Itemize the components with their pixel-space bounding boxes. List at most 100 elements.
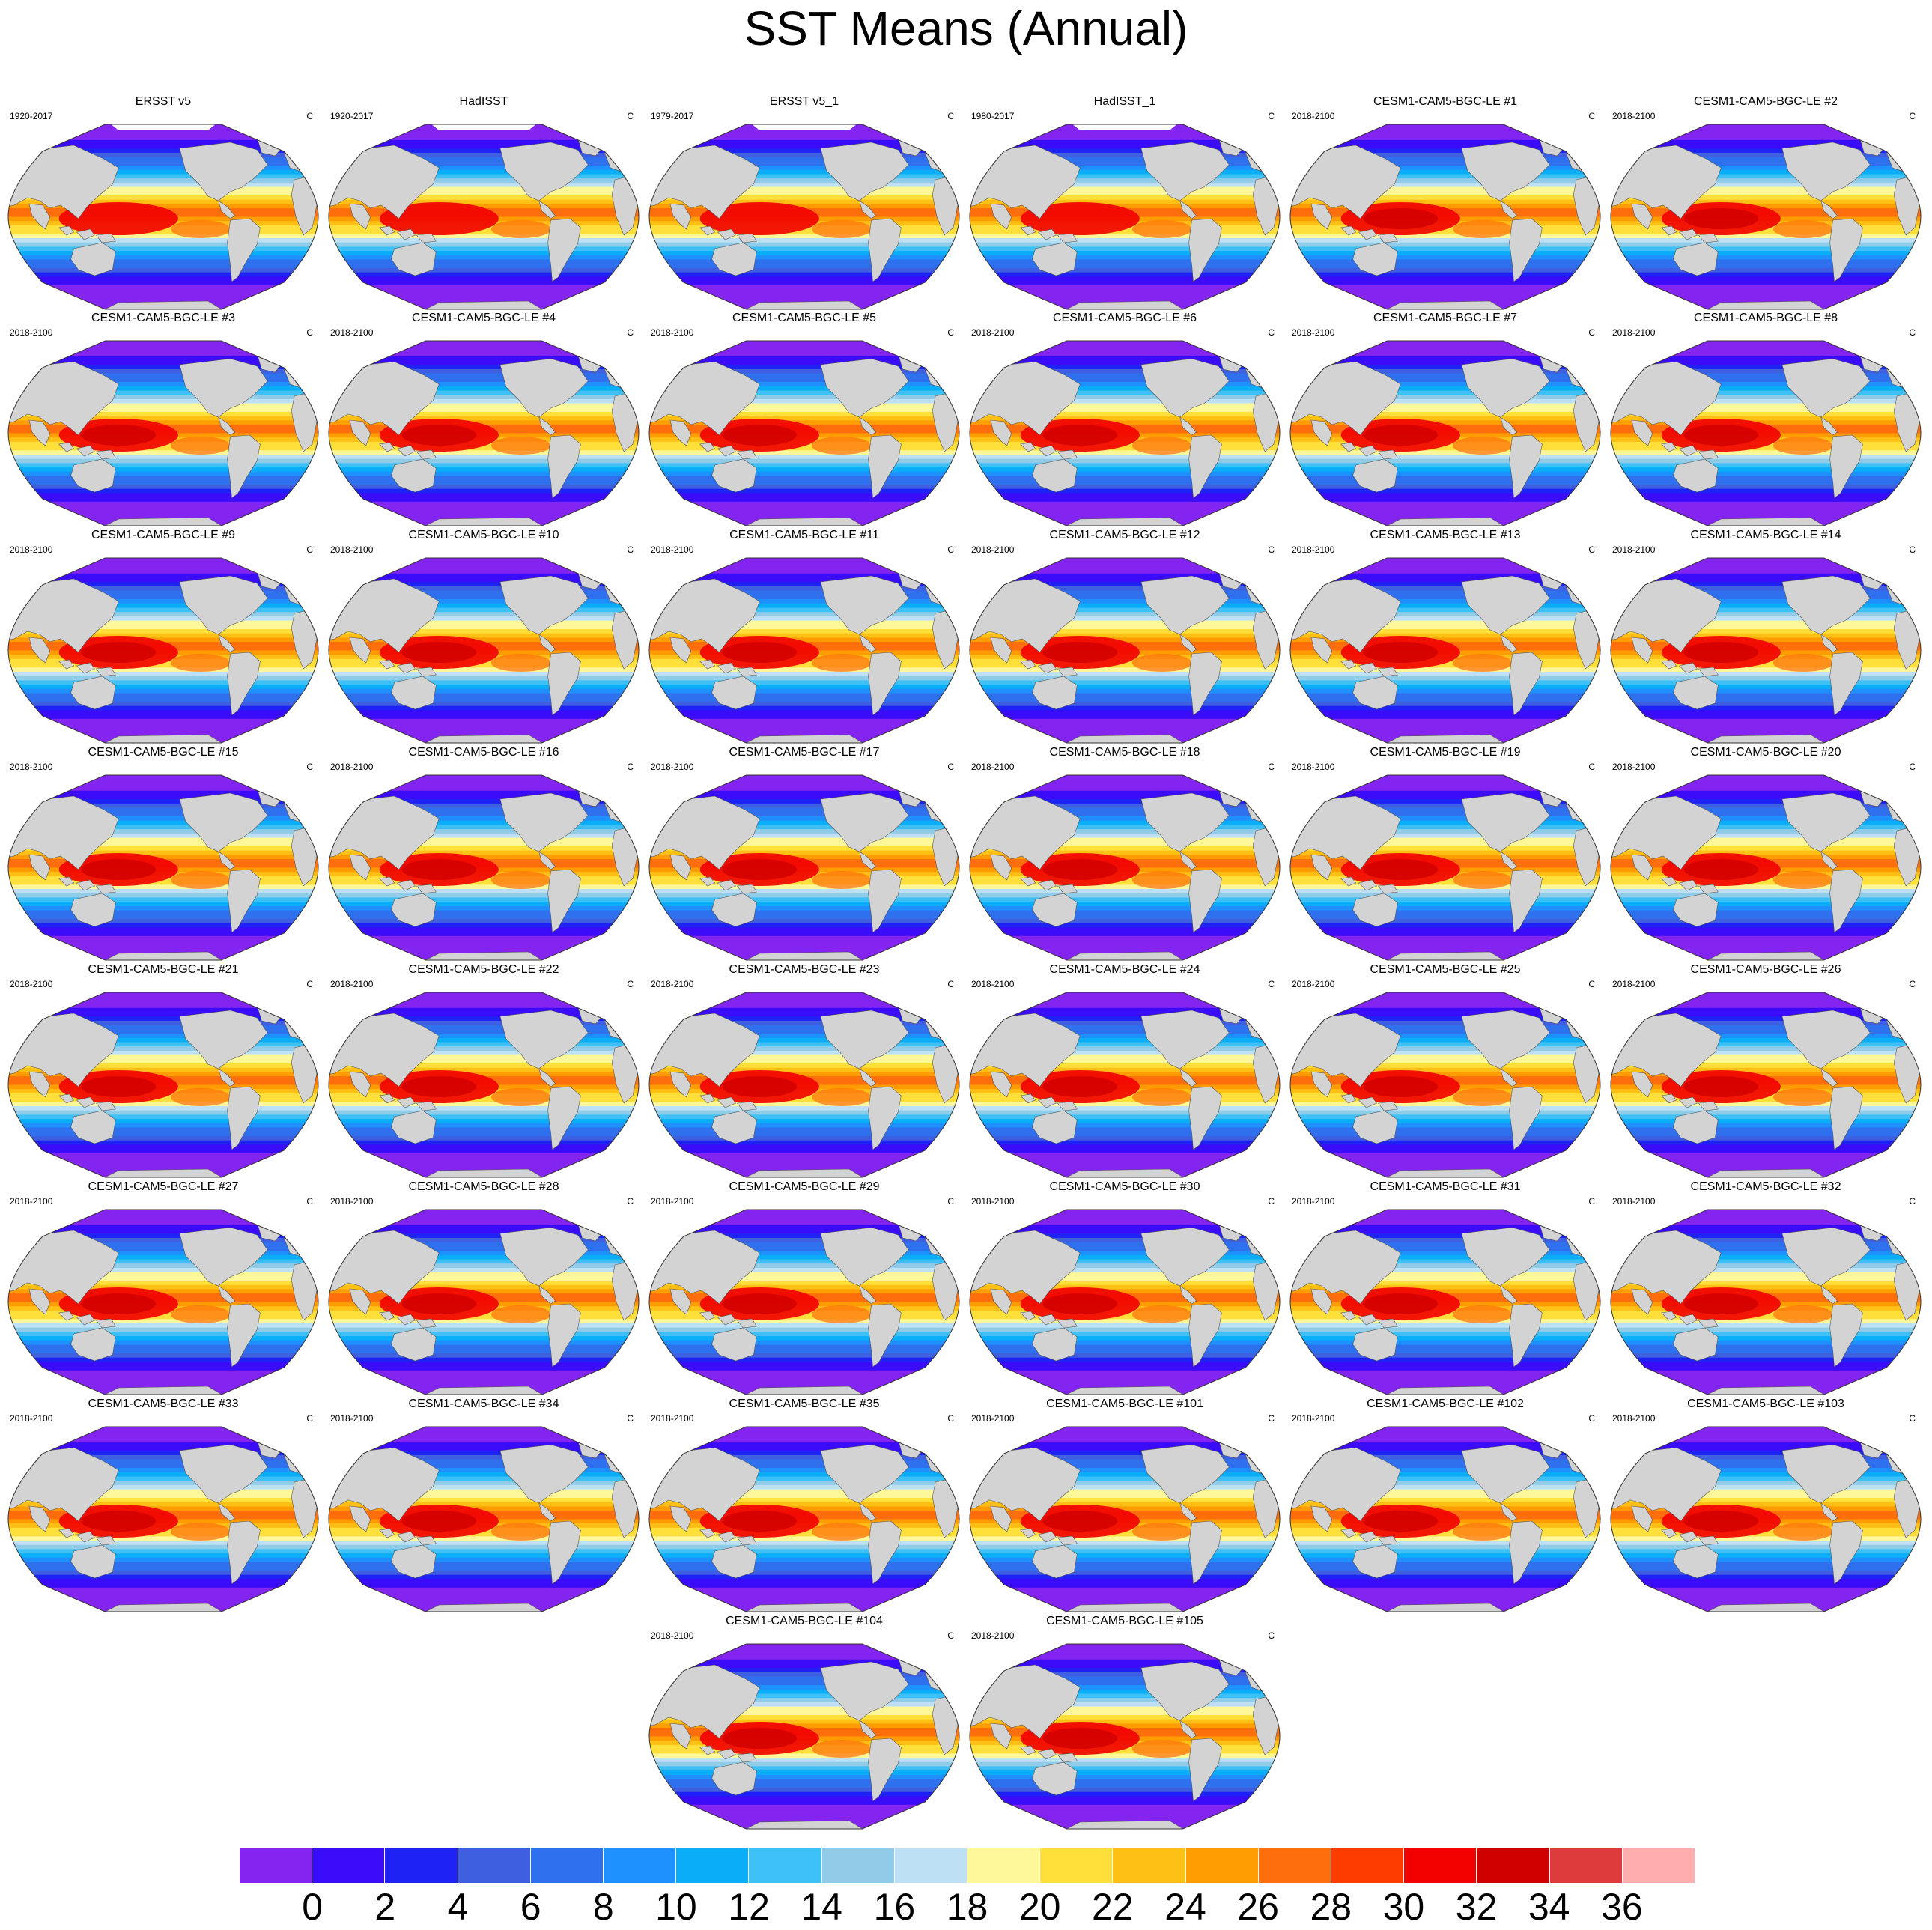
panel-period: 2018-2100 — [1292, 544, 1335, 555]
panel-units: C — [1268, 111, 1275, 121]
panel-period: 1980-2017 — [971, 111, 1015, 121]
sst-map — [969, 1426, 1281, 1612]
map-panel: CESM1-CAM5-BGC-LE #32 2018-2100 C — [1606, 1180, 1926, 1398]
map-panel: CESM1-CAM5-BGC-LE #10 2018-2100 C — [323, 529, 644, 746]
panel-title: CESM1-CAM5-BGC-LE #25 — [1370, 963, 1521, 976]
colorbar-swatch — [821, 1848, 895, 1883]
sst-map — [1289, 1426, 1601, 1612]
sst-map — [1610, 1209, 1922, 1395]
panel-period: 2018-2100 — [1612, 1413, 1656, 1424]
panel-units: C — [1268, 1196, 1275, 1207]
map-panel: CESM1-CAM5-BGC-LE #12 2018-2100 C — [965, 529, 1285, 746]
sst-map — [328, 124, 640, 310]
panel-title: CESM1-CAM5-BGC-LE #22 — [408, 963, 559, 976]
panel-units: C — [627, 1196, 634, 1207]
panel-title: CESM1-CAM5-BGC-LE #19 — [1370, 746, 1521, 759]
sst-map — [969, 340, 1281, 526]
panel-period: 2018-2100 — [971, 327, 1015, 338]
panel-units: C — [1268, 1413, 1275, 1424]
panel-period: 2018-2100 — [10, 762, 53, 772]
panel-period: 2018-2100 — [1292, 1196, 1335, 1207]
sst-map — [969, 1643, 1281, 1830]
panel-period: 2018-2100 — [10, 1196, 53, 1207]
panel-title: CESM1-CAM5-BGC-LE #1 — [1373, 95, 1518, 108]
panel-period: 2018-2100 — [330, 762, 374, 772]
panel-units: C — [627, 327, 634, 338]
panel-title: CESM1-CAM5-BGC-LE #35 — [729, 1398, 880, 1410]
panel-period: 2018-2100 — [330, 1413, 374, 1424]
colorbar-tick-label: 32 — [1455, 1886, 1498, 1928]
map-panel: CESM1-CAM5-BGC-LE #24 2018-2100 C — [965, 963, 1285, 1180]
colorbar-tick-label: 4 — [447, 1886, 469, 1928]
sst-map — [969, 992, 1281, 1178]
panel-units: C — [1909, 327, 1916, 338]
figure-title: SST Means (Annual) — [744, 1, 1188, 55]
panel-title: CESM1-CAM5-BGC-LE #105 — [1046, 1615, 1203, 1627]
colorbar-swatch — [458, 1848, 531, 1883]
sst-map — [328, 1426, 640, 1612]
panel-units: C — [1268, 544, 1275, 555]
colorbar-swatch — [240, 1848, 313, 1883]
panel-units: C — [306, 1413, 313, 1424]
panel-title: CESM1-CAM5-BGC-LE #33 — [88, 1398, 239, 1410]
map-panel: CESM1-CAM5-BGC-LE #8 2018-2100 C — [1606, 312, 1926, 529]
sst-map — [969, 557, 1281, 744]
map-panel: CESM1-CAM5-BGC-LE #104 2018-2100 C — [644, 1615, 965, 1832]
sst-map — [1289, 340, 1601, 526]
panel-period: 2018-2100 — [1292, 762, 1335, 772]
map-panel: CESM1-CAM5-BGC-LE #14 2018-2100 C — [1606, 529, 1926, 746]
panel-units: C — [306, 1196, 313, 1207]
panel-period: 2018-2100 — [651, 544, 694, 555]
panel-units: C — [947, 1196, 954, 1207]
sst-map — [328, 992, 640, 1178]
colorbar-tick-label: 6 — [520, 1886, 541, 1928]
panel-title: CESM1-CAM5-BGC-LE #26 — [1690, 963, 1841, 976]
panel-title: CESM1-CAM5-BGC-LE #14 — [1690, 529, 1841, 541]
panel-title: CESM1-CAM5-BGC-LE #5 — [732, 312, 877, 324]
panel-units: C — [627, 544, 634, 555]
colorbar-tick-label: 34 — [1528, 1886, 1570, 1928]
map-panel: ERSST v5_1 1979-2017 C — [644, 95, 965, 312]
panel-period: 2018-2100 — [971, 544, 1015, 555]
panel-title: CESM1-CAM5-BGC-LE #32 — [1690, 1180, 1841, 1193]
sst-map — [969, 1209, 1281, 1395]
panel-title: CESM1-CAM5-BGC-LE #31 — [1370, 1180, 1521, 1193]
map-panel: CESM1-CAM5-BGC-LE #17 2018-2100 C — [644, 746, 965, 963]
panel-title: CESM1-CAM5-BGC-LE #23 — [729, 963, 880, 976]
panel-period: 2018-2100 — [971, 1630, 1015, 1641]
sst-map — [969, 124, 1281, 310]
panel-title: CESM1-CAM5-BGC-LE #102 — [1367, 1398, 1524, 1410]
sst-map — [1610, 340, 1922, 526]
colorbar-swatch — [894, 1848, 968, 1883]
sst-map — [328, 774, 640, 961]
map-panel: CESM1-CAM5-BGC-LE #1 2018-2100 C — [1285, 95, 1606, 312]
map-panel: CESM1-CAM5-BGC-LE #31 2018-2100 C — [1285, 1180, 1606, 1398]
sst-map — [1289, 774, 1601, 961]
map-panel: CESM1-CAM5-BGC-LE #25 2018-2100 C — [1285, 963, 1606, 1180]
map-panel: CESM1-CAM5-BGC-LE #102 2018-2100 C — [1285, 1398, 1606, 1615]
panel-period: 2018-2100 — [651, 979, 694, 989]
sst-map — [648, 1426, 960, 1612]
map-panel: CESM1-CAM5-BGC-LE #16 2018-2100 C — [323, 746, 644, 963]
colorbar-tick-label: 24 — [1164, 1886, 1206, 1928]
map-panel: CESM1-CAM5-BGC-LE #9 2018-2100 C — [3, 529, 323, 746]
panel-title: CESM1-CAM5-BGC-LE #2 — [1693, 95, 1838, 108]
panel-title: CESM1-CAM5-BGC-LE #11 — [729, 529, 879, 541]
panel-period: 2018-2100 — [1612, 979, 1656, 989]
colorbar-swatch — [1404, 1848, 1477, 1883]
colorbar-swatch — [1549, 1848, 1623, 1883]
map-panel: CESM1-CAM5-BGC-LE #15 2018-2100 C — [3, 746, 323, 963]
sst-map — [7, 1426, 319, 1612]
panel-period: 2018-2100 — [10, 1413, 53, 1424]
panel-title: CESM1-CAM5-BGC-LE #29 — [729, 1180, 880, 1193]
panel-period: 1920-2017 — [330, 111, 374, 121]
panel-period: 2018-2100 — [651, 1413, 694, 1424]
panel-period: 2018-2100 — [1612, 327, 1656, 338]
panel-title: CESM1-CAM5-BGC-LE #28 — [408, 1180, 559, 1193]
map-panel: CESM1-CAM5-BGC-LE #30 2018-2100 C — [965, 1180, 1285, 1398]
sst-map — [1289, 1209, 1601, 1395]
map-panel: CESM1-CAM5-BGC-LE #105 2018-2100 C — [965, 1615, 1285, 1832]
map-panel: ERSST v5 1920-2017 C — [3, 95, 323, 312]
colorbar-tick-label: 22 — [1091, 1886, 1134, 1928]
map-panel: CESM1-CAM5-BGC-LE #18 2018-2100 C — [965, 746, 1285, 963]
